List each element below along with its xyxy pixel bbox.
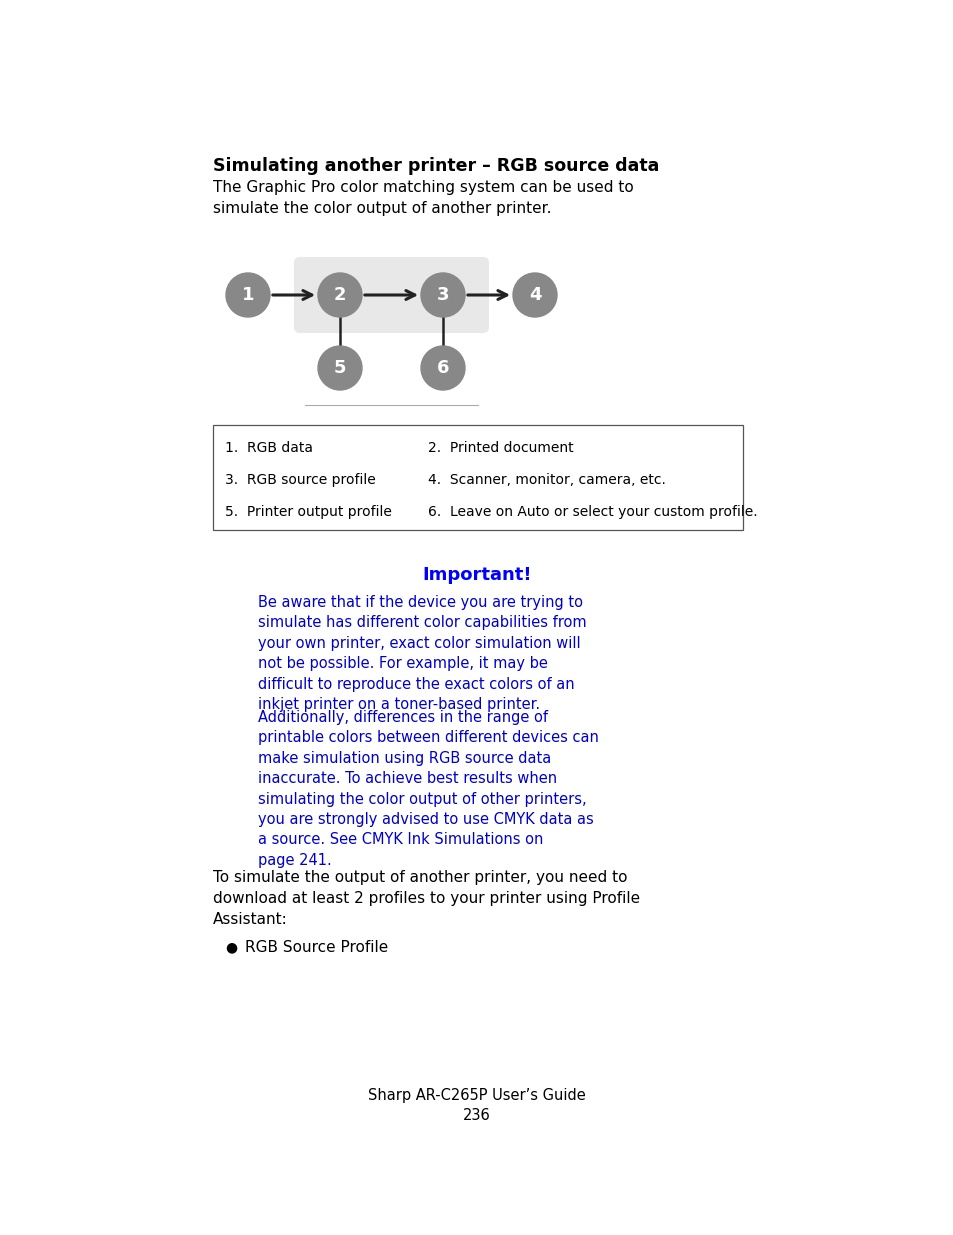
Circle shape	[420, 273, 464, 317]
Text: Sharp AR-C265P User’s Guide: Sharp AR-C265P User’s Guide	[368, 1088, 585, 1103]
Circle shape	[226, 273, 270, 317]
Circle shape	[317, 273, 361, 317]
Text: The Graphic Pro color matching system can be used to
simulate the color output o: The Graphic Pro color matching system ca…	[213, 180, 633, 216]
Text: 4.  Scanner, monitor, camera, etc.: 4. Scanner, monitor, camera, etc.	[428, 473, 665, 487]
Circle shape	[513, 273, 557, 317]
Text: To simulate the output of another printer, you need to
download at least 2 profi: To simulate the output of another printe…	[213, 869, 639, 927]
Text: 1: 1	[241, 287, 254, 304]
Circle shape	[317, 346, 361, 390]
Text: 4: 4	[528, 287, 540, 304]
Text: 2: 2	[334, 287, 346, 304]
Text: 5.  Printer output profile: 5. Printer output profile	[225, 505, 392, 519]
Text: 6.  Leave on Auto or select your custom profile.: 6. Leave on Auto or select your custom p…	[428, 505, 757, 519]
Text: 2.  Printed document: 2. Printed document	[428, 441, 573, 454]
Text: Be aware that if the device you are trying to
simulate has different color capab: Be aware that if the device you are tryi…	[257, 595, 586, 713]
Text: Simulating another printer – RGB source data: Simulating another printer – RGB source …	[213, 157, 659, 175]
FancyBboxPatch shape	[294, 257, 489, 333]
Text: 3.  RGB source profile: 3. RGB source profile	[225, 473, 375, 487]
Text: 3: 3	[436, 287, 449, 304]
Text: 5: 5	[334, 359, 346, 377]
Text: RGB Source Profile: RGB Source Profile	[245, 940, 388, 955]
Text: Additionally, differences in the range of
printable colors between different dev: Additionally, differences in the range o…	[257, 710, 598, 868]
Bar	[213, 425, 742, 530]
Text: 6: 6	[436, 359, 449, 377]
Text: Important!: Important!	[422, 566, 531, 584]
Text: 236: 236	[462, 1108, 491, 1123]
Text: 1.  RGB data: 1. RGB data	[225, 441, 313, 454]
Circle shape	[420, 346, 464, 390]
Text: ●: ●	[225, 940, 237, 953]
